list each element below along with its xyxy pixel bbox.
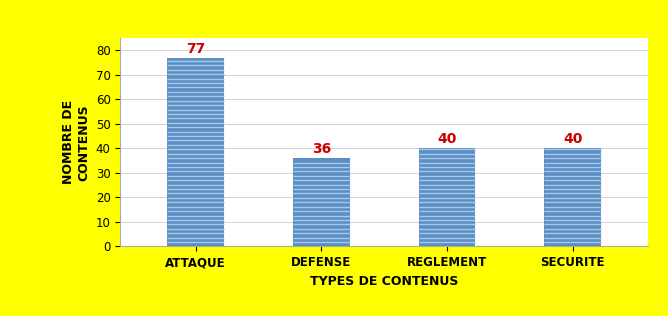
- Text: 36: 36: [312, 142, 331, 156]
- Text: 40: 40: [563, 132, 582, 146]
- Bar: [544, 148, 601, 246]
- Bar: [168, 58, 224, 246]
- Bar: [293, 158, 349, 246]
- Y-axis label: NOMBRE DE
CONTENUS: NOMBRE DE CONTENUS: [62, 100, 90, 184]
- Text: 77: 77: [186, 42, 205, 56]
- Bar: [419, 148, 475, 246]
- Text: 40: 40: [438, 132, 457, 146]
- X-axis label: TYPES DE CONTENUS: TYPES DE CONTENUS: [310, 275, 458, 288]
